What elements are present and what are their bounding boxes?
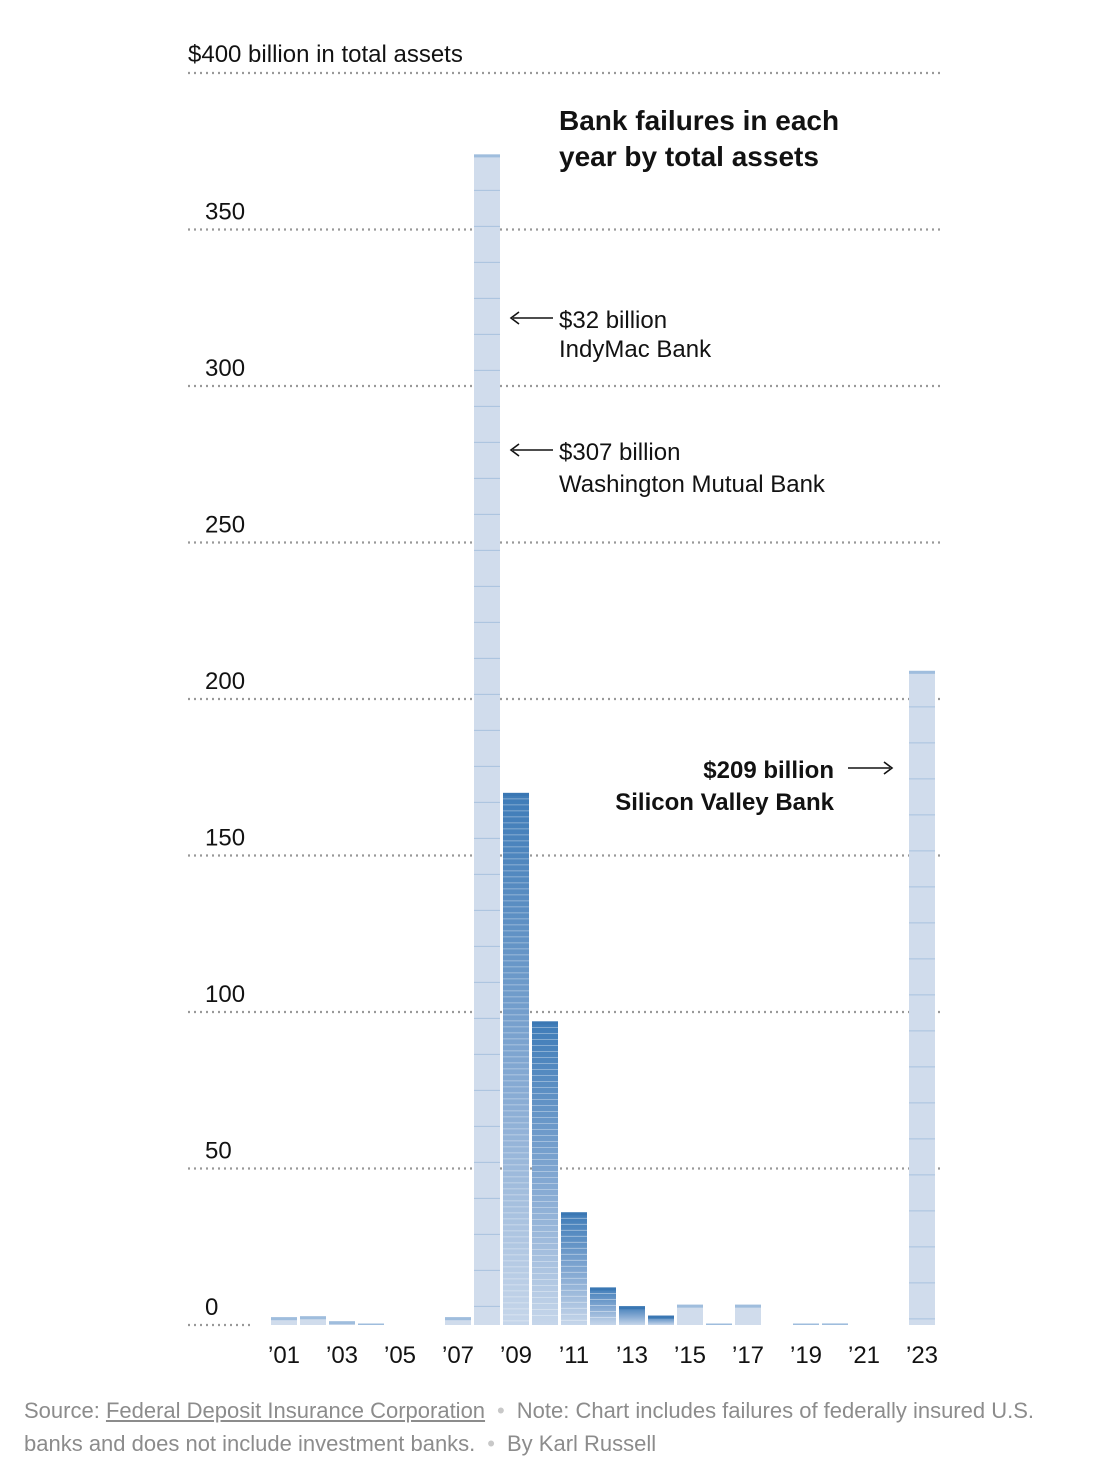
chart-footer: Source: Federal Deposit Insurance Corpor…	[24, 1394, 1074, 1460]
source-prefix: Source:	[24, 1398, 100, 1423]
bar	[648, 1315, 674, 1325]
annotation-bank: IndyMac Bank	[559, 336, 712, 363]
separator-dot: •	[497, 1398, 505, 1423]
bar-top-edge	[909, 670, 935, 674]
bar-2015	[677, 1304, 703, 1325]
bar-top-edge	[677, 1304, 703, 1308]
bar-2017	[735, 1304, 761, 1325]
bar-2002	[300, 1316, 326, 1325]
bar-top-edge	[619, 1306, 645, 1310]
x-tick-label: ’15	[674, 1342, 706, 1369]
bar-2019	[793, 1323, 819, 1325]
bar	[271, 1317, 297, 1325]
y-tick-label: 300	[205, 355, 245, 382]
x-tick-label: ’19	[790, 1342, 822, 1369]
x-tick-label: ’23	[906, 1342, 938, 1369]
annotation-value: $209 billion	[703, 757, 834, 784]
bar-2023	[909, 670, 935, 1325]
bar	[677, 1304, 703, 1325]
annotation-value: $307 billion	[559, 439, 680, 466]
annotation-bank: Washington Mutual Bank	[559, 471, 826, 498]
x-tick-label: ’11	[559, 1342, 589, 1369]
x-tick-label: ’13	[616, 1342, 648, 1369]
y-tick-label: 100	[205, 981, 245, 1008]
bar-top-edge	[648, 1315, 674, 1319]
bar-top-edge	[445, 1317, 471, 1321]
bar	[735, 1304, 761, 1325]
bar-top-edge	[822, 1323, 848, 1325]
y-tick-label: 250	[205, 512, 245, 539]
source-link[interactable]: Federal Deposit Insurance Corporation	[105, 1398, 486, 1423]
annotation-washington-mutual: $307 billion Washington Mutual Bank	[509, 439, 826, 498]
x-tick-label: ’17	[732, 1342, 764, 1369]
bar-2010	[532, 1021, 558, 1325]
x-tick-label: ’09	[500, 1342, 532, 1369]
bar-2012	[590, 1287, 616, 1325]
bar-2001	[271, 1317, 297, 1325]
bar	[445, 1317, 471, 1325]
bar-2020	[822, 1323, 848, 1325]
bar	[590, 1287, 616, 1325]
bar-2009	[503, 792, 529, 1325]
bar-top-edge	[735, 1304, 761, 1308]
bar-top-edge	[706, 1323, 732, 1325]
bar-2016	[706, 1323, 732, 1325]
x-tick-label: ’07	[442, 1342, 474, 1369]
bar	[909, 670, 935, 1325]
bar-top-edge	[271, 1317, 297, 1321]
bar-2008	[474, 154, 500, 1325]
bar-top-edge	[590, 1287, 616, 1291]
byline: By Karl Russell	[507, 1431, 657, 1456]
annotation-indymac: $32 billion IndyMac Bank	[509, 307, 712, 363]
bar-2003	[329, 1321, 355, 1325]
bar-2007	[445, 1317, 471, 1325]
annotation-value: $32 billion	[559, 307, 667, 334]
y-tick-label: 50	[205, 1138, 232, 1165]
bar-top-edge	[300, 1316, 326, 1320]
bar-top-edge	[329, 1321, 355, 1325]
bar	[474, 154, 500, 1325]
bank-failures-chart: 0 50 100 150 200 250 300 350 $400 billion in tot…	[188, 41, 940, 1369]
annotation-silicon-valley-bank: $209 billion Silicon Valley Bank	[615, 757, 894, 816]
x-tick-label: ’05	[384, 1342, 416, 1369]
x-tick-label: ’03	[326, 1342, 358, 1369]
bar	[561, 1212, 587, 1325]
bar-2011	[561, 1212, 587, 1325]
bar-top-edge	[503, 792, 529, 796]
bar	[503, 792, 529, 1325]
bar	[532, 1021, 558, 1325]
bar-2014	[648, 1315, 674, 1325]
x-tick-label: ’21	[848, 1342, 880, 1369]
y-tick-label: 200	[205, 668, 245, 695]
bar	[300, 1316, 326, 1325]
y-tick-label: 350	[205, 199, 245, 226]
chart-title: year by total assets	[559, 141, 819, 172]
separator-dot: •	[487, 1431, 495, 1456]
bar	[619, 1306, 645, 1325]
bar-2004	[358, 1323, 384, 1325]
annotation-bank: Silicon Valley Bank	[615, 789, 834, 816]
bar-top-edge	[561, 1212, 587, 1216]
y-axis-title: $400 billion in total assets	[188, 41, 463, 68]
bar-top-edge	[532, 1021, 558, 1025]
y-tick-label: 0	[205, 1294, 218, 1321]
bar-top-edge	[474, 154, 500, 158]
chart-title: Bank failures in each	[559, 105, 839, 136]
chart-note: Note: Chart includes failures of federal…	[24, 1398, 1034, 1456]
bar-top-edge	[793, 1323, 819, 1325]
bar-top-edge	[358, 1323, 384, 1325]
y-tick-label: 150	[205, 825, 245, 852]
bar-2013	[619, 1306, 645, 1325]
x-tick-label: ’01	[268, 1342, 300, 1369]
